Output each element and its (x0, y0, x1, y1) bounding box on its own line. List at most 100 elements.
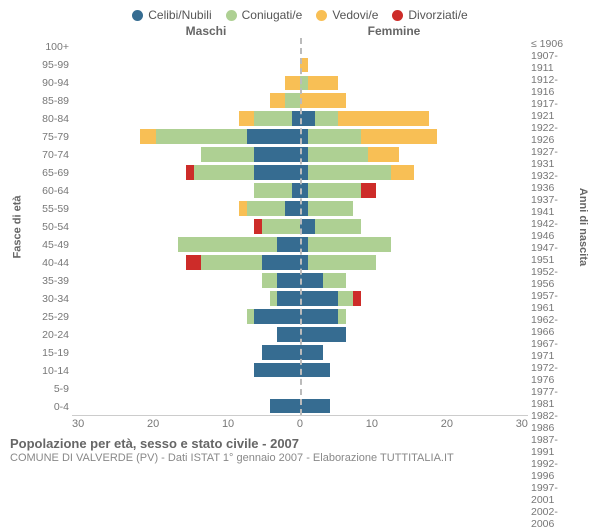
birth-tick: 1912-1916 (528, 74, 576, 98)
xaxis: 3020100102030 (10, 418, 590, 430)
birth-tick: 1922-1926 (528, 122, 576, 146)
bar-segment (277, 291, 300, 306)
birth-tick: ≤ 1906 (528, 38, 576, 50)
bar-segment (353, 291, 361, 306)
age-tick: 65-69 (24, 164, 72, 182)
footer: Popolazione per età, sesso e stato civil… (10, 436, 590, 464)
male-bar (72, 40, 300, 55)
female-bar (300, 93, 528, 108)
plot (72, 38, 528, 416)
bar-segment (285, 76, 300, 91)
bar-segment (391, 165, 414, 180)
birth-ticks: ≤ 19061907-19111912-19161917-19211922-19… (528, 38, 576, 416)
birth-tick: 1907-1911 (528, 50, 576, 74)
female-bar (300, 291, 528, 306)
age-tick: 5-9 (24, 380, 72, 398)
bar-segment (368, 147, 398, 162)
bar-segment (194, 165, 255, 180)
female-bar (300, 345, 528, 360)
age-tick: 20-24 (24, 326, 72, 344)
bar-segment (338, 111, 429, 126)
male-bar (72, 183, 300, 198)
birth-tick: 1957-1961 (528, 290, 576, 314)
age-tick: 95-99 (24, 56, 72, 74)
bar-segment (285, 201, 300, 216)
female-bar (300, 255, 528, 270)
female-bar (300, 40, 528, 55)
female-bar (300, 273, 528, 288)
x-tick: 30 (516, 418, 528, 430)
bar-segment (262, 273, 277, 288)
chart-subtitle: COMUNE DI VALVERDE (PV) - Dati ISTAT 1° … (10, 452, 590, 464)
birth-tick: 1952-1956 (528, 266, 576, 290)
male-bar (72, 58, 300, 73)
bar-segment (292, 111, 300, 126)
bar-segment (338, 309, 346, 324)
bar-segment (247, 201, 285, 216)
bar-segment (254, 147, 300, 162)
bar-segment (277, 273, 300, 288)
male-bar (72, 147, 300, 162)
bar-segment (270, 399, 300, 414)
legend-item: Coniugati/e (226, 8, 303, 22)
bar-segment (338, 291, 353, 306)
male-bar (72, 309, 300, 324)
female-bar (300, 129, 528, 144)
bar-segment (308, 255, 376, 270)
female-bar (300, 147, 528, 162)
birth-tick: 1997-2001 (528, 482, 576, 506)
age-tick: 25-29 (24, 308, 72, 326)
bar-segment (254, 183, 292, 198)
bar-segment (239, 111, 254, 126)
birth-tick: 1972-1976 (528, 362, 576, 386)
age-tick: 55-59 (24, 200, 72, 218)
legend: Celibi/NubiliConiugati/eVedovi/eDivorzia… (10, 8, 590, 22)
age-tick: 100+ (24, 38, 72, 56)
male-bar (72, 291, 300, 306)
header-female: Femmine (300, 24, 528, 38)
female-bar (300, 201, 528, 216)
age-tick: 10-14 (24, 362, 72, 380)
center-line (300, 38, 302, 415)
female-bar (300, 183, 528, 198)
bar-segment (285, 93, 300, 108)
x-tick: 10 (222, 418, 234, 430)
male-bar (72, 93, 300, 108)
age-tick: 50-54 (24, 218, 72, 236)
bar-segment (308, 147, 369, 162)
chart-title: Popolazione per età, sesso e stato civil… (10, 436, 590, 451)
bar-segment (300, 93, 346, 108)
female-bar (300, 399, 528, 414)
male-bar (72, 399, 300, 414)
birth-tick: 2002-2006 (528, 506, 576, 530)
bar-segment (254, 165, 300, 180)
bar-segment (361, 183, 376, 198)
female-bar (300, 309, 528, 324)
legend-item: Celibi/Nubili (132, 8, 211, 22)
yaxis-left-title: Fasce di età (10, 38, 24, 416)
bar-segment (315, 219, 361, 234)
header-male: Maschi (72, 24, 300, 38)
bar-segment (308, 237, 392, 252)
legend-item: Vedovi/e (316, 8, 378, 22)
bar-segment (254, 309, 300, 324)
birth-tick: 1942-1946 (528, 218, 576, 242)
x-tick: 0 (297, 418, 303, 430)
age-ticks: 100+95-9990-9485-8980-8475-7970-7465-696… (24, 38, 72, 416)
bar-segment (262, 345, 300, 360)
female-bar (300, 165, 528, 180)
bar-segment (140, 129, 155, 144)
age-tick: 45-49 (24, 236, 72, 254)
bar-segment (300, 273, 323, 288)
female-bar (300, 219, 528, 234)
chart-area: Fasce di età 100+95-9990-9485-8980-8475-… (10, 38, 590, 416)
male-bar (72, 381, 300, 396)
legend-label: Vedovi/e (332, 8, 378, 22)
bar-segment (300, 363, 330, 378)
male-bar (72, 76, 300, 91)
bar-segment (308, 183, 361, 198)
legend-swatch (392, 10, 403, 21)
bar-segment (308, 165, 392, 180)
age-tick: 90-94 (24, 74, 72, 92)
birth-tick: 1987-1991 (528, 434, 576, 458)
